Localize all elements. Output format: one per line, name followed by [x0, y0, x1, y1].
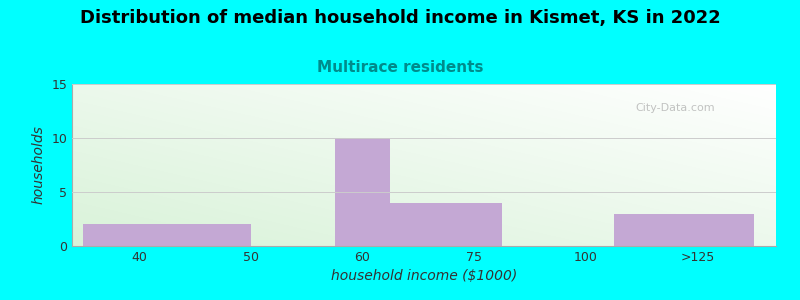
- Text: Multirace residents: Multirace residents: [317, 60, 483, 75]
- Text: City-Data.com: City-Data.com: [635, 103, 715, 113]
- Bar: [614, 214, 754, 246]
- Bar: [390, 203, 502, 246]
- Bar: [83, 224, 250, 246]
- Bar: [334, 138, 390, 246]
- Y-axis label: households: households: [32, 126, 46, 204]
- X-axis label: household income ($1000): household income ($1000): [331, 269, 517, 284]
- Text: Distribution of median household income in Kismet, KS in 2022: Distribution of median household income …: [80, 9, 720, 27]
